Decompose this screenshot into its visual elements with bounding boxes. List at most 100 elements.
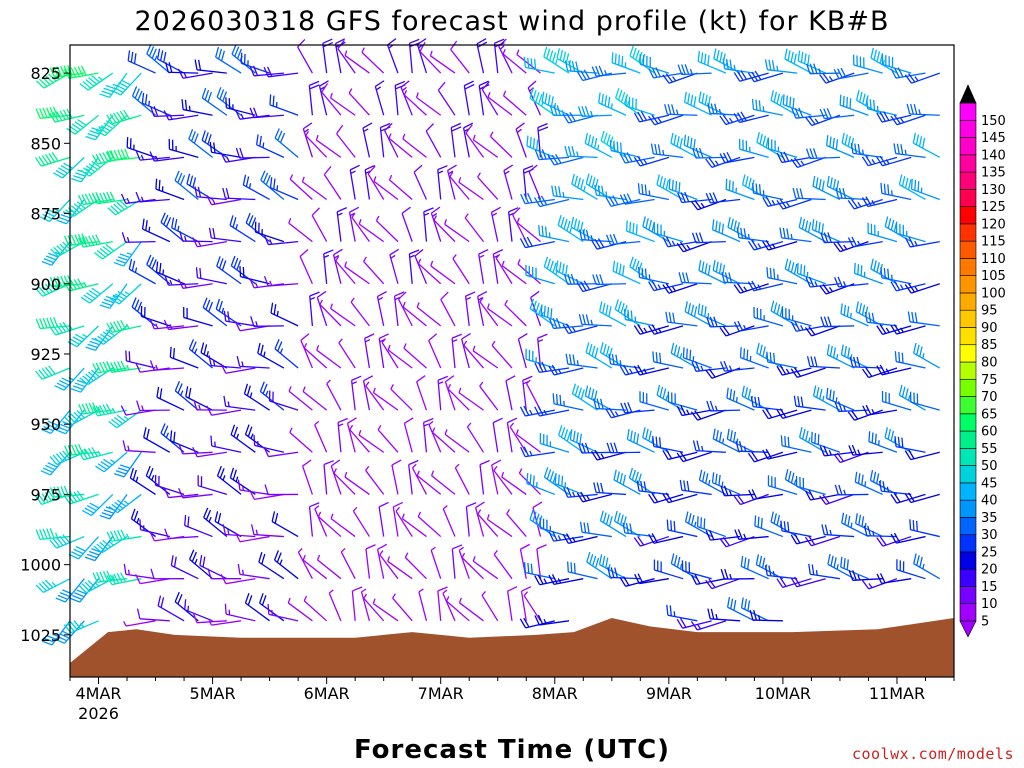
wind-barb <box>653 559 684 580</box>
wind-barb <box>408 249 420 284</box>
x-tick-label: 9MAR <box>646 684 692 703</box>
colorbar-label: 100 <box>981 286 1006 301</box>
wind-barb <box>648 533 684 544</box>
wind-barb <box>853 262 883 285</box>
wind-barb <box>567 561 598 580</box>
wind-barb <box>430 470 456 495</box>
wind-barb <box>303 595 328 622</box>
wind-barb <box>77 234 113 248</box>
wind-barb <box>149 360 185 371</box>
wind-barb <box>593 398 627 411</box>
wind-barb <box>579 521 612 538</box>
wind-barb <box>239 266 270 285</box>
wind-barb <box>113 241 142 267</box>
wind-barb <box>526 473 556 496</box>
wind-barb <box>638 267 669 285</box>
wind-barb <box>242 174 270 201</box>
wind-barb <box>150 106 185 117</box>
wind-barb <box>523 591 542 622</box>
wind-barb <box>63 490 99 505</box>
colorbar-swatch <box>959 171 977 190</box>
wind-barb <box>541 91 570 116</box>
wind-barb <box>404 552 427 580</box>
wind-barb <box>770 511 798 538</box>
colorbar-label: 50 <box>981 459 998 474</box>
wind-barb <box>812 175 841 201</box>
wind-barb <box>516 217 541 243</box>
wind-barb <box>106 572 142 586</box>
wind-barb <box>330 459 342 495</box>
wind-barb <box>170 555 199 580</box>
wind-barb <box>140 305 171 327</box>
wind-barb <box>721 272 755 285</box>
wind-barb <box>303 342 328 369</box>
wind-barb <box>826 344 855 369</box>
wind-barb <box>656 174 684 201</box>
wind-barb <box>719 360 755 372</box>
y-axis: 825 850 875 900 925 950 975 1000 1025 <box>20 64 70 645</box>
wind-barb <box>63 278 99 292</box>
wind-barb <box>297 548 313 579</box>
wind-barb <box>754 515 784 538</box>
wind-barb <box>841 512 869 538</box>
wind-barb <box>376 543 388 579</box>
wind-barb <box>578 314 612 327</box>
wind-barb <box>481 81 499 116</box>
wind-barb <box>569 429 598 453</box>
wind-barb <box>179 230 213 243</box>
wind-barb <box>106 319 142 333</box>
wind-barb <box>506 509 527 537</box>
wind-barb <box>619 193 655 205</box>
wind-barb <box>784 469 812 495</box>
wind-barb <box>351 212 370 243</box>
wind-barb <box>776 408 812 420</box>
wind-barb <box>593 482 627 496</box>
wind-barb <box>472 134 499 158</box>
wind-barb <box>720 568 755 580</box>
wind-barb <box>442 505 456 537</box>
wind-barb <box>493 549 513 580</box>
wind-barb <box>315 134 342 158</box>
wind-barb <box>267 603 299 622</box>
wind-barb <box>804 535 841 547</box>
wind-barb <box>244 592 270 622</box>
wind-barb <box>507 207 519 242</box>
wind-barb <box>534 405 570 417</box>
wind-barb <box>472 556 499 580</box>
colorbar-label: 40 <box>981 494 998 509</box>
wind-barb <box>548 574 584 585</box>
wind-barb <box>862 404 898 416</box>
wind-barb <box>423 207 434 242</box>
wind-barb <box>458 546 470 579</box>
wind-barb <box>538 225 570 243</box>
wind-barb <box>431 427 456 453</box>
colorbar-swatch <box>959 396 977 415</box>
wind-barb <box>712 428 741 453</box>
wind-barb <box>805 276 841 288</box>
wind-barb <box>519 543 530 579</box>
wind-barb <box>155 178 185 201</box>
wind-barb <box>257 342 285 369</box>
wind-barb <box>790 576 826 588</box>
wind-barb <box>215 46 242 74</box>
wind-barb <box>401 206 413 242</box>
colorbar-swatch <box>959 378 977 397</box>
wind-barb <box>220 574 256 585</box>
wind-barb <box>706 316 741 328</box>
wind-barb <box>904 72 940 84</box>
wind-barb <box>225 97 256 116</box>
colorbar-label: 150 <box>981 114 1006 129</box>
wind-barb <box>111 72 142 96</box>
wind-barb <box>85 325 114 352</box>
wind-barb <box>329 92 356 116</box>
y-tick-label: 925 <box>30 345 61 364</box>
wind-barb <box>515 429 541 453</box>
wind-barb <box>525 264 555 285</box>
wind-barb <box>121 232 156 243</box>
wind-barb <box>534 614 570 626</box>
wind-barb <box>472 345 499 369</box>
wind-barb <box>206 195 242 206</box>
colorbar-label: 60 <box>981 425 998 440</box>
y-tick-label: 975 <box>30 485 61 504</box>
wind-barb <box>376 290 387 327</box>
